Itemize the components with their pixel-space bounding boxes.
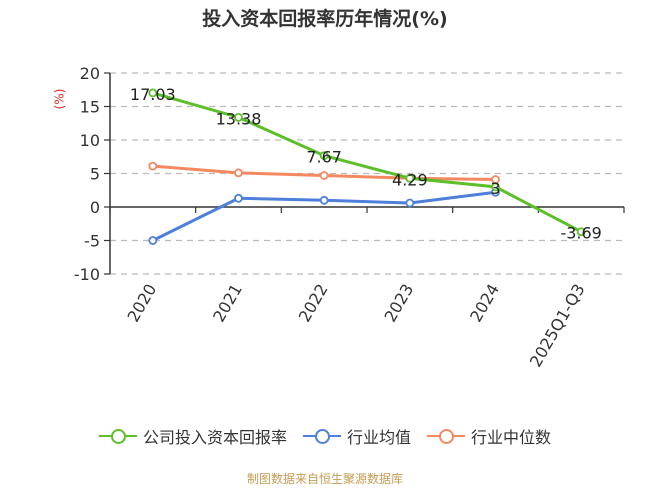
legend-item-company[interactable]: 公司投入资本回报率	[98, 424, 287, 448]
svg-text:7.67: 7.67	[306, 148, 342, 167]
svg-text:20: 20	[80, 64, 100, 83]
svg-text:17.03: 17.03	[130, 85, 176, 104]
series-lines	[148, 88, 586, 245]
svg-text:2024: 2024	[466, 281, 503, 326]
legend-label: 行业均值	[346, 428, 411, 447]
svg-text:3: 3	[490, 179, 500, 198]
svg-text:2025Q1-Q3: 2025Q1-Q3	[526, 281, 589, 371]
svg-text:0: 0	[90, 198, 100, 217]
svg-text:4.29: 4.29	[392, 170, 428, 189]
svg-text:-10: -10	[74, 265, 100, 284]
source-footer: 制图数据来自恒生聚源数据库	[246, 472, 403, 486]
legend-label: 公司投入资本回报率	[142, 428, 287, 447]
grid-lines	[110, 72, 624, 275]
svg-text:2023: 2023	[380, 281, 417, 326]
svg-text:-5: -5	[84, 232, 100, 251]
line-chart: 20 15 10 5 0 -5 -10 2020 2021 2022 2023 2024 2025Q1-…	[74, 64, 625, 371]
svg-text:5: 5	[90, 165, 100, 184]
legend: 公司投入资本回报率 行业均值 行业中位数	[0, 424, 650, 448]
data-labels: 17.03 13.38 7.67 4.29 3 -3.69	[130, 85, 602, 243]
legend-line-circle-icon	[427, 428, 465, 444]
svg-text:13.38: 13.38	[216, 109, 262, 128]
svg-text:10: 10	[80, 131, 100, 150]
svg-text:2020: 2020	[123, 281, 160, 326]
svg-text:2022: 2022	[295, 281, 332, 326]
legend-item-industry-median[interactable]: 行业中位数	[427, 424, 551, 448]
legend-line-circle-icon	[302, 428, 341, 444]
svg-text:15: 15	[80, 98, 100, 117]
legend-label: 行业中位数	[471, 428, 552, 447]
legend-item-industry-avg[interactable]: 行业均值	[302, 424, 411, 448]
y-axis-unit-label: (%)	[52, 88, 67, 110]
chart-title: 投入资本回报率历年情况(%)	[202, 8, 448, 30]
svg-text:-3.69: -3.69	[560, 224, 601, 243]
legend-line-circle-icon	[98, 428, 137, 444]
axis-ticks: 20 15 10 5 0 -5 -10 2020 2021 2022 2023 2024 2025Q1-…	[74, 64, 625, 371]
svg-text:2021: 2021	[209, 281, 246, 326]
